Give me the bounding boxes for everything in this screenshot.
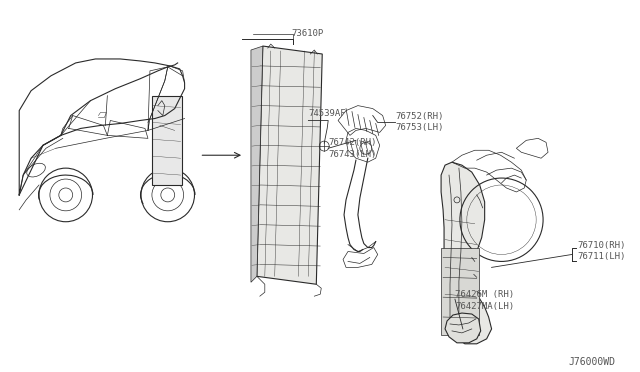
- Polygon shape: [441, 162, 492, 344]
- Polygon shape: [445, 313, 481, 343]
- Text: 76753(LH): 76753(LH): [396, 124, 444, 132]
- Text: 74539AF: 74539AF: [308, 109, 346, 118]
- Text: 76426M (RH): 76426M (RH): [455, 290, 514, 299]
- FancyBboxPatch shape: [152, 96, 182, 185]
- Text: J76000WD: J76000WD: [568, 357, 616, 367]
- Polygon shape: [251, 46, 263, 282]
- Text: 76427MA(LH): 76427MA(LH): [455, 302, 514, 311]
- Text: 76711(LH): 76711(LH): [578, 253, 626, 262]
- Text: 76743(LH): 76743(LH): [328, 150, 376, 159]
- Polygon shape: [257, 46, 323, 284]
- FancyBboxPatch shape: [441, 247, 479, 335]
- Text: 76742(RH): 76742(RH): [328, 138, 376, 147]
- Text: 73610P: 73610P: [292, 29, 324, 38]
- Text: 76752(RH): 76752(RH): [396, 112, 444, 121]
- Text: 76710(RH): 76710(RH): [578, 241, 626, 250]
